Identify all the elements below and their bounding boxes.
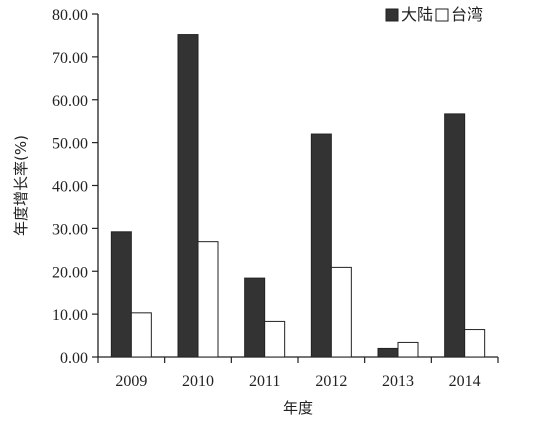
bar-mainland <box>444 113 466 358</box>
y-tick-label: 60.00 <box>52 93 88 110</box>
bar-mainland <box>177 34 199 358</box>
x-tick-label: 2011 <box>249 373 280 390</box>
bar-taiwan <box>330 266 352 358</box>
bar-mainland <box>377 347 399 358</box>
y-axis: 0.00 10.00 20.00 30.00 40.00 50.00 60.00 70.00 8… <box>52 7 99 367</box>
y-tick-label: 80.00 <box>52 7 88 24</box>
x-tick-label: 2009 <box>115 373 147 390</box>
bar-taiwan <box>464 329 486 358</box>
legend-label: 大陆 <box>401 5 433 24</box>
legend-swatch <box>435 8 449 22</box>
y-tick-label: 70.00 <box>52 50 88 67</box>
x-axis: 2009 2010 2011 2012 2013 2014 <box>97 356 499 390</box>
bar-mainland <box>110 231 132 358</box>
x-tick-label: 2013 <box>382 373 414 390</box>
x-tick-label: 2010 <box>182 373 214 390</box>
y-axis-title: 年度增长率(%) <box>12 135 30 236</box>
x-tick-label: 2014 <box>449 373 481 390</box>
legend-label: 台湾 <box>451 5 483 24</box>
bar-mainland <box>244 277 266 358</box>
bar-mainland <box>310 133 332 358</box>
bar-taiwan <box>197 241 219 358</box>
bar-taiwan <box>264 320 286 358</box>
y-tick-label: 40.00 <box>52 179 88 196</box>
y-tick-label: 50.00 <box>52 136 88 153</box>
y-tick-label: 10.00 <box>52 307 88 324</box>
bar-taiwan <box>130 312 152 358</box>
legend: 大陆 台湾 <box>385 5 483 24</box>
y-tick-label: 20.00 <box>52 264 88 281</box>
y-tick-label: 0.00 <box>60 350 88 367</box>
legend-swatch <box>385 8 399 22</box>
x-tick-label: 2012 <box>315 373 347 390</box>
y-tick-label: 30.00 <box>52 221 88 238</box>
x-axis-title: 年度 <box>283 399 313 417</box>
bar-taiwan <box>397 341 419 358</box>
bars <box>110 34 486 358</box>
